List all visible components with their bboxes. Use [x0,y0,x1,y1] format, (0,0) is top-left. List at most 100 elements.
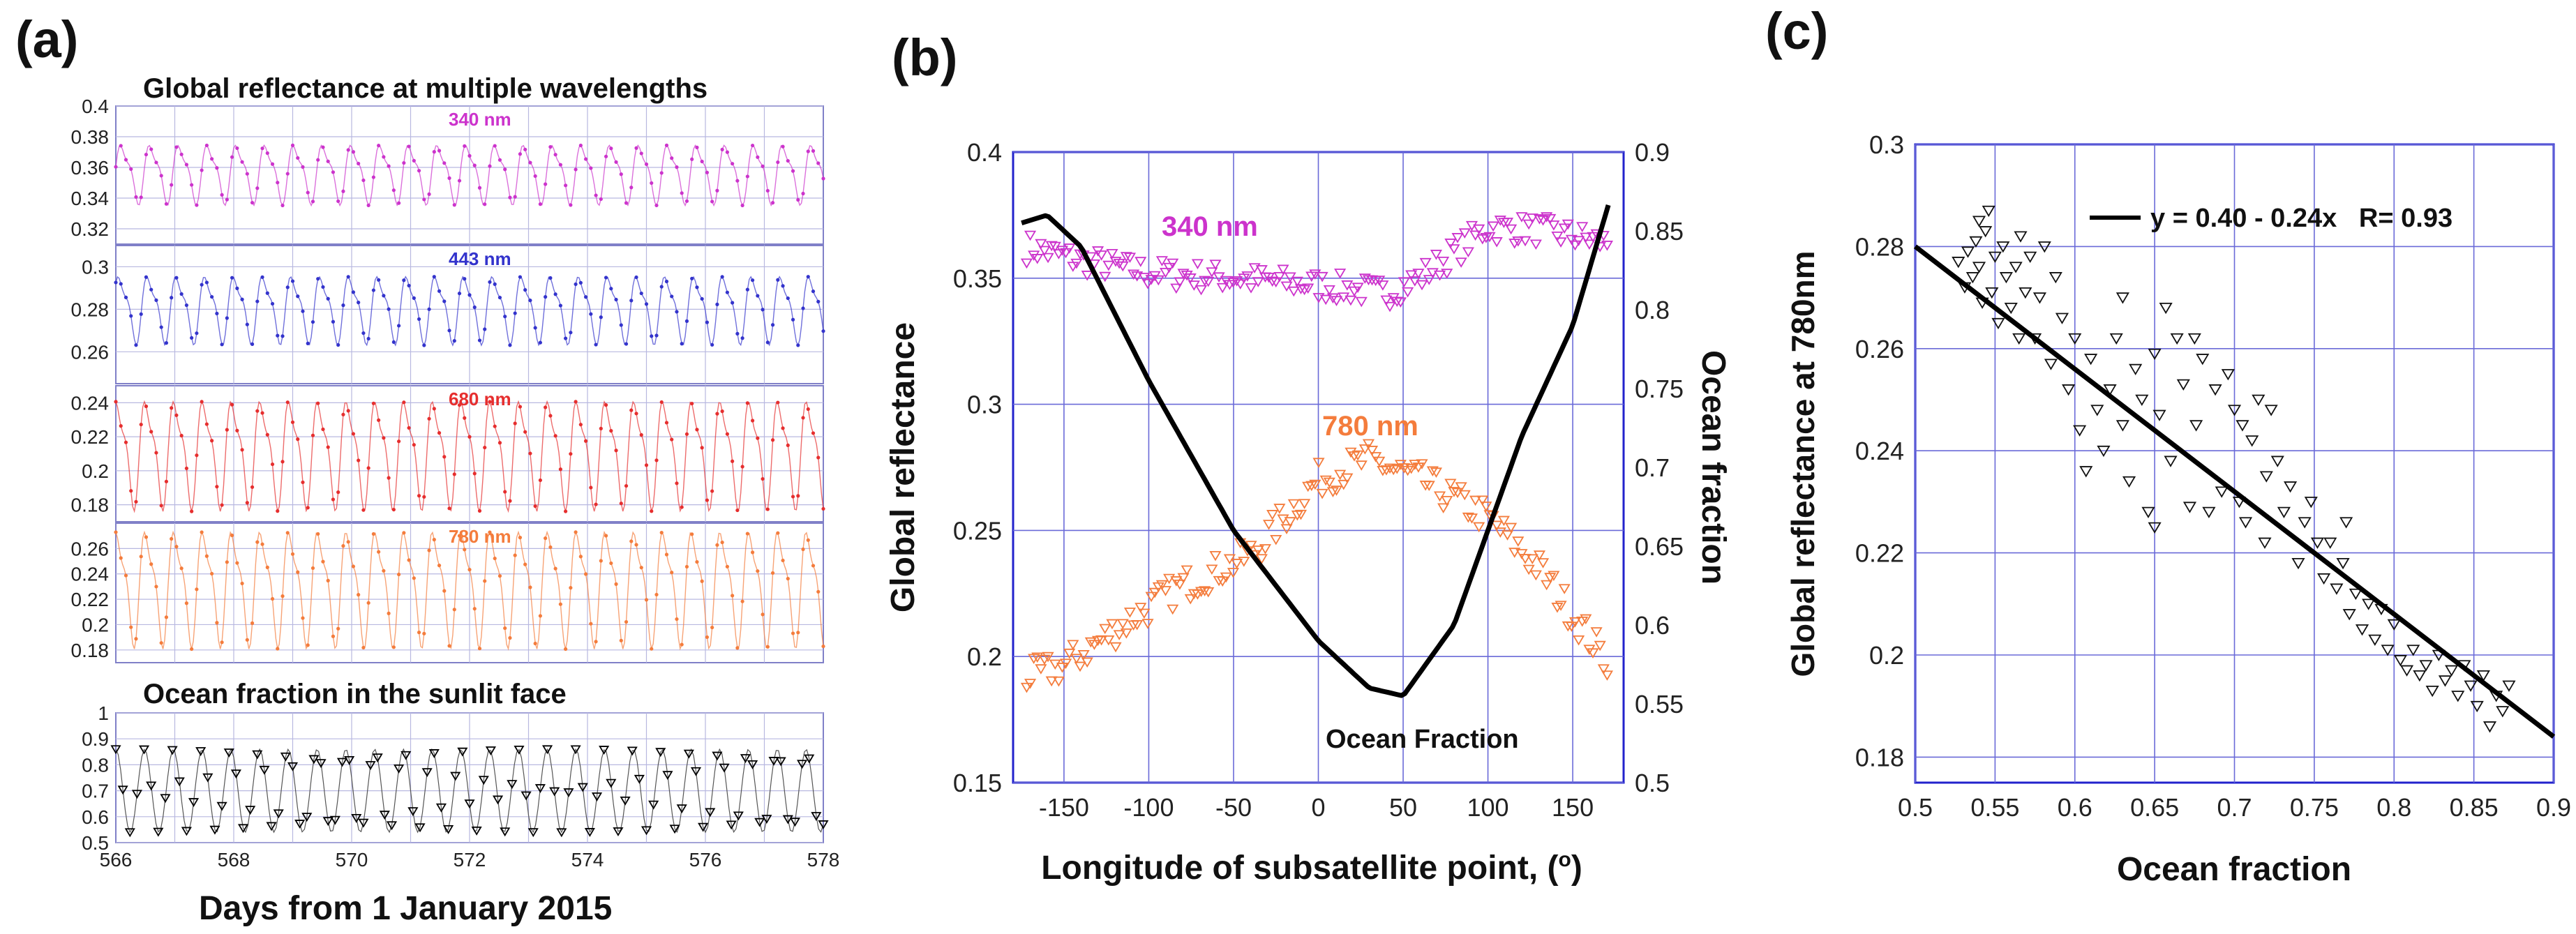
panel-a-ocean-point [634,774,645,784]
panel-c-point [2425,685,2439,698]
panel-a-ocean-point [478,776,489,785]
panel-b-point-340 [1056,246,1069,256]
panel-a-point [761,476,765,481]
panel-b-point-780 [1590,627,1603,638]
panel-a-point [821,506,825,511]
panel-a-point [634,412,638,416]
panel-a-point [432,275,436,279]
panel-a-point [432,407,436,411]
panel-c-point [2019,287,2032,299]
panel-a-point [336,342,340,347]
panel-a-point [204,422,209,426]
panel-a-point [357,593,361,597]
panel-a-point [786,296,790,301]
panel-a-point [331,497,336,502]
panel-a-point [437,149,442,153]
panel-b-point-340 [1426,268,1439,278]
panel-a-ocean-point [280,752,291,762]
panel-a-point [564,336,568,340]
panel-b-point-340 [1326,293,1339,304]
panel-a-point [276,181,280,185]
panel-a-point [321,559,325,564]
panel-b-point-340 [1494,216,1506,226]
panel-b-point-780 [1024,679,1037,689]
panel-b-ytick: 0.3 [967,391,1002,419]
panel-a-point [154,451,158,455]
panel-a-point [751,550,755,555]
panel-a-point [290,420,295,424]
panel-a-point [518,405,523,409]
panel-a-point [544,182,548,186]
panel-c-point [2381,645,2395,656]
panel-b-point-780 [1074,661,1086,672]
panel-a-point [634,275,638,280]
panel-b-point-340 [1437,256,1450,267]
panel-a-point [215,621,219,625]
panel-c-point [2176,379,2190,391]
panel-b-annot-ocean: Ocean Fraction [1326,725,1519,754]
panel-a-point [715,543,719,547]
panel-a-point [371,288,375,292]
panel-b-point-340 [1483,232,1496,243]
panel-c-point [1982,205,1995,218]
panel-a-point [806,275,810,279]
panel-a-ytick: 0.32 [71,218,110,240]
panel-a-point [604,154,608,158]
panel-a-ocean-point [266,822,277,831]
panel-a-point [553,566,557,571]
panel-a-point [306,506,310,510]
panel-c-point [2116,292,2129,304]
panel-b-point-780 [1451,488,1464,499]
panel-b-point-340 [1248,263,1261,273]
panel-a-point [270,301,275,306]
panel-b-point-780 [1587,648,1599,658]
panel-a-point [740,203,744,208]
panel-a-point [791,631,795,635]
panel-a-point [220,193,224,197]
panel-a-ocean-ytick: 0.8 [82,754,109,776]
panel-a-point [351,290,356,294]
panel-a-ocean-point [443,824,454,834]
panel-a-point [467,293,472,297]
panel-a-point [245,501,249,505]
panel-a-point [316,158,320,162]
panel-b-point-340 [1316,271,1328,283]
panel-c-point [2037,241,2051,253]
panel-c-ytick: 0.22 [1855,539,1904,568]
panel-b-point-340 [1490,237,1503,248]
panel-a-point [477,647,482,651]
panel-a-point [341,544,345,548]
panel-b-point-340 [1031,254,1044,264]
panel-c-point [2238,517,2253,529]
panel-b-point-340 [1202,276,1215,287]
panel-b-point-340 [1373,276,1386,286]
panel-a-point [811,149,816,153]
panel-a-point [765,188,770,193]
panel-a-point [472,607,477,611]
panel-a-point [467,435,472,439]
panel-c-ytick: 0.2 [1869,641,1904,670]
panel-a-ocean-point [428,749,440,758]
panel-b-ytick-right: 0.5 [1635,769,1670,797]
panel-c-point [2387,619,2401,631]
panel-b-point-340 [1245,283,1257,294]
panel-b-xtick: -100 [1123,793,1174,822]
panel-a-point [321,145,325,149]
panel-a-point [528,299,532,303]
panel-a-point [220,503,224,507]
panel-b-point-780 [1135,603,1147,613]
panel-a-point [154,298,158,302]
panel-a-point [639,566,643,570]
panel-a-point [654,458,659,462]
panel-b-point-780 [1430,467,1442,478]
panel-b-point-780 [1533,550,1546,561]
panel-a-point [170,406,174,410]
panel-a-point [119,144,123,148]
panel-a-ocean-point [563,788,574,798]
panel-b-point-780 [1070,654,1083,664]
panel-a-ocean-point [534,784,546,794]
panel-b-point-780 [1266,510,1279,520]
panel-a-ocean-point [146,781,157,791]
panel-a-point [796,631,800,635]
panel-a-point [731,459,735,463]
